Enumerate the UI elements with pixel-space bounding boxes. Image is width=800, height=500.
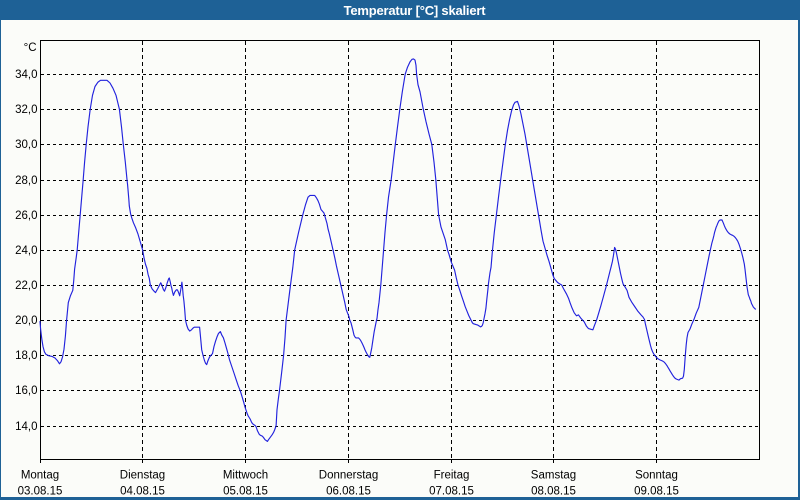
svg-text:04.08.15: 04.08.15	[120, 486, 165, 498]
svg-text:34,0: 34,0	[15, 69, 37, 81]
svg-text:Mittwoch: Mittwoch	[223, 470, 268, 482]
svg-text:08.08.15: 08.08.15	[531, 486, 576, 498]
svg-text:Temperatur [°C] skaliert: Temperatur [°C] skaliert	[344, 3, 487, 18]
svg-text:Montag: Montag	[21, 470, 59, 482]
svg-text:20,0: 20,0	[15, 315, 37, 327]
svg-text:18,0: 18,0	[15, 350, 37, 362]
svg-text:28,0: 28,0	[15, 175, 37, 187]
svg-text:30,0: 30,0	[15, 139, 37, 151]
svg-text:26,0: 26,0	[15, 210, 37, 222]
svg-text:Freitag: Freitag	[434, 470, 470, 482]
svg-text:03.08.15: 03.08.15	[18, 486, 63, 498]
svg-text:Sonntag: Sonntag	[635, 470, 678, 482]
svg-text:05.08.15: 05.08.15	[223, 486, 268, 498]
svg-text:Samstag: Samstag	[531, 470, 576, 482]
svg-text:06.08.15: 06.08.15	[326, 486, 371, 498]
svg-text:14,0: 14,0	[15, 421, 37, 433]
svg-text:°C: °C	[24, 42, 37, 54]
svg-text:16,0: 16,0	[15, 385, 37, 397]
svg-text:Dienstag: Dienstag	[120, 470, 165, 482]
svg-text:09.08.15: 09.08.15	[634, 486, 679, 498]
svg-text:24,0: 24,0	[15, 245, 37, 257]
svg-text:07.08.15: 07.08.15	[429, 486, 474, 498]
svg-text:32,0: 32,0	[15, 104, 37, 116]
svg-text:22,0: 22,0	[15, 280, 37, 292]
svg-text:Donnerstag: Donnerstag	[319, 470, 378, 482]
